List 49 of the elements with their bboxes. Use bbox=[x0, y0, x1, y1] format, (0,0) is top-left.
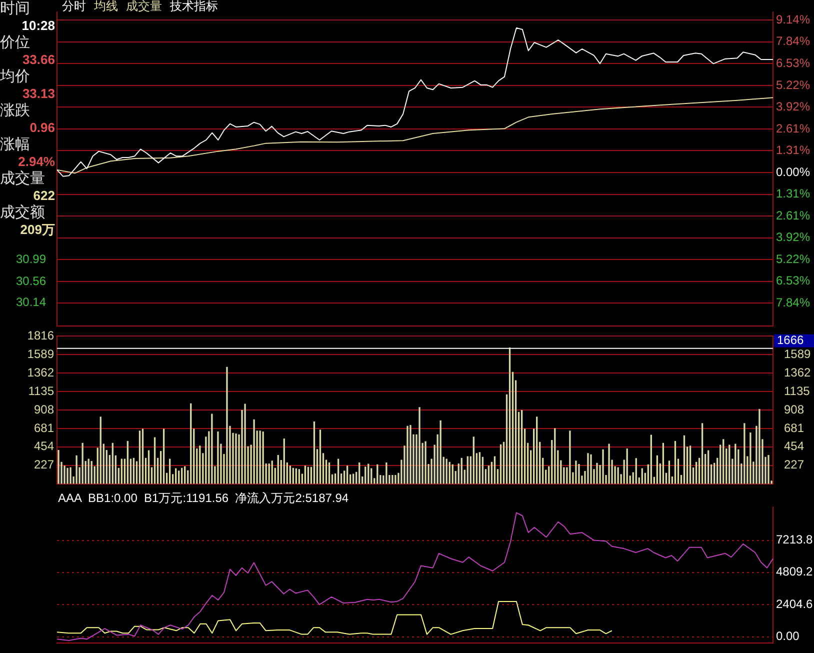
y-tick-label: 4809.2 bbox=[776, 564, 814, 579]
y-tick-label: 227 bbox=[34, 458, 54, 472]
ref-line-label: 1666 bbox=[777, 333, 804, 348]
y-tick-label: 7.84% bbox=[776, 34, 810, 48]
y-tick-label: 9.14% bbox=[776, 12, 810, 26]
y-tick-label: 5.22% bbox=[776, 78, 810, 92]
y-tick-label: 2.61% bbox=[776, 208, 810, 222]
y2-tick-label: 30.56 bbox=[16, 274, 46, 288]
text: 涨幅 bbox=[0, 135, 31, 153]
y-tick-label: 3.92% bbox=[776, 230, 810, 244]
y-tick-label: 1.31% bbox=[776, 142, 810, 157]
text: 622 bbox=[32, 187, 56, 204]
y-tick-label: 1589 bbox=[27, 346, 54, 361]
annotation: 技术指标 bbox=[170, 0, 218, 13]
y-tick-label: 5.22% bbox=[776, 252, 810, 266]
y-tick-label: 6.53% bbox=[776, 56, 810, 70]
annotation: 均线 bbox=[94, 0, 118, 13]
y-tick-label: 7213.8 bbox=[776, 532, 814, 547]
text: 33.66 bbox=[21, 51, 56, 68]
y-tick-label: 1.31% bbox=[776, 186, 810, 201]
y2-tick-label: 30.99 bbox=[16, 252, 46, 266]
text: 成交额 bbox=[0, 203, 46, 221]
text: AAA BB1:0.00 B1万元:1191.56 净流入万元2:5187.94 bbox=[58, 491, 349, 505]
text: 均价 bbox=[0, 67, 31, 85]
annotation: 分时 bbox=[62, 0, 86, 13]
text: 0.96 bbox=[28, 119, 56, 136]
y-tick-label: 3.92% bbox=[776, 99, 810, 114]
y-tick-label: 1135 bbox=[28, 384, 54, 398]
y-tick-label: 681 bbox=[34, 420, 54, 435]
y-tick-label: 454 bbox=[34, 439, 54, 454]
y-tick-label: 1816 bbox=[27, 328, 54, 343]
text: 33.13 bbox=[21, 85, 56, 102]
text: 209万 bbox=[19, 221, 56, 238]
text: 时间 bbox=[0, 0, 31, 17]
text: 涨跌 bbox=[0, 101, 31, 119]
y2-tick-label: 30.14 bbox=[16, 295, 46, 310]
y-tick-label: 2404.6 bbox=[776, 596, 814, 611]
text: 2.94% bbox=[17, 153, 56, 170]
y-tick-label: 908 bbox=[34, 402, 54, 416]
y-tick-label: 0.00 bbox=[776, 629, 800, 644]
text: 10:28 bbox=[20, 17, 56, 34]
y-tick-label: 0.00% bbox=[776, 164, 810, 179]
y-tick-label: 2.61% bbox=[776, 121, 810, 136]
y-tick-label: 7.84% bbox=[776, 295, 810, 310]
y-tick-label: 1362 bbox=[27, 365, 54, 380]
text: 价位 bbox=[0, 33, 31, 51]
annotation: 成交量 bbox=[126, 0, 162, 13]
y-tick-label: 6.53% bbox=[776, 274, 810, 288]
text: 成交量 bbox=[0, 169, 46, 187]
